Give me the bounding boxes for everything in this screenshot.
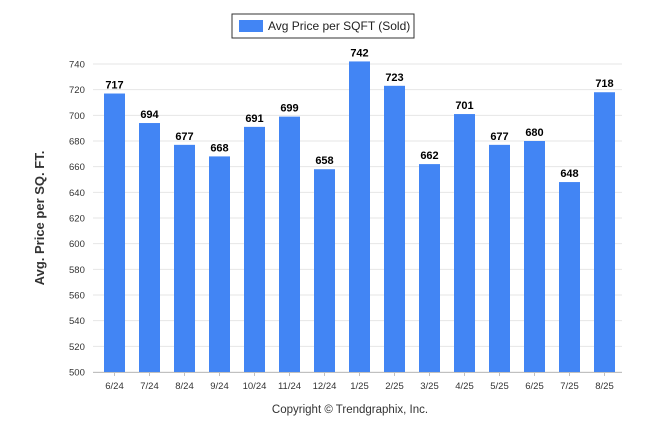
y-tick-label: 740 — [69, 60, 85, 71]
y-tick-label: 540 — [69, 316, 85, 327]
bars: 717 694 677 668 691 699 658 742 723 662 701 677 680 6… — [104, 47, 615, 373]
bar[interactable] — [314, 169, 335, 372]
y-tick-label: 580 — [69, 265, 85, 276]
y-tick-label: 620 — [69, 214, 85, 225]
legend[interactable]: Avg Price per SQFT (Sold) — [231, 13, 415, 39]
x-tick-label: 10/24 — [243, 381, 267, 392]
copyright-text: Copyright © Trendgraphix, Inc. — [272, 404, 428, 416]
bar-value-label: 658 — [315, 155, 333, 167]
x-tick-label: 5/25 — [490, 381, 509, 392]
bar[interactable] — [559, 182, 580, 372]
y-tick-label: 560 — [69, 291, 85, 302]
x-tick-label: 6/24 — [105, 381, 124, 392]
y-tick-label: 720 — [69, 85, 85, 96]
x-tick-label: 11/24 — [278, 381, 301, 392]
bar[interactable] — [419, 164, 440, 372]
x-tick-label: 9/24 — [210, 381, 229, 392]
bar-value-label: 742 — [350, 47, 368, 59]
bar-value-label: 680 — [525, 127, 543, 139]
bar-value-label: 648 — [560, 168, 578, 180]
bar[interactable] — [174, 144, 195, 372]
bar[interactable] — [244, 126, 265, 372]
y-axis-title: Avg. Price per SQ. FT. — [32, 151, 47, 286]
x-tick-label: 7/25 — [560, 381, 579, 392]
axes: 500 520 540 560 580 600 620 640 660 680 700 720 740 6… — [69, 60, 622, 392]
x-tick-label: 6/25 — [525, 381, 544, 392]
y-tick-label: 600 — [69, 239, 85, 250]
bar[interactable] — [384, 85, 405, 373]
bar-value-label: 668 — [210, 142, 228, 154]
bar[interactable] — [454, 114, 475, 373]
bar[interactable] — [349, 61, 370, 372]
x-tick-label: 2/25 — [385, 381, 404, 392]
bar-value-label: 677 — [490, 131, 508, 143]
y-tick-label: 660 — [69, 162, 85, 173]
y-tick-label: 520 — [69, 342, 85, 353]
legend-swatch — [239, 20, 263, 32]
bar-value-label: 662 — [420, 150, 438, 162]
bar[interactable] — [104, 93, 125, 373]
y-tick-label: 700 — [69, 111, 85, 122]
bar-value-label: 701 — [455, 100, 473, 112]
bar[interactable] — [489, 144, 510, 372]
x-tick-label: 4/25 — [455, 381, 474, 392]
bar[interactable] — [209, 156, 230, 372]
bar[interactable] — [524, 141, 545, 372]
bar[interactable] — [594, 92, 615, 372]
y-tick-label: 500 — [69, 368, 85, 379]
y-tick-label: 640 — [69, 188, 85, 199]
bar-value-label: 699 — [280, 103, 298, 115]
bar[interactable] — [139, 123, 160, 373]
x-tick-label: 3/25 — [420, 381, 439, 392]
bar-value-label: 718 — [595, 78, 613, 90]
legend-label: Avg Price per SQFT (Sold) — [268, 19, 410, 33]
x-tick-label: 8/24 — [175, 381, 194, 392]
x-tick-label: 1/25 — [350, 381, 369, 392]
x-tick-label: 12/24 — [313, 381, 337, 392]
bar-value-label: 717 — [105, 80, 123, 92]
x-tick-label: 8/25 — [595, 381, 614, 392]
bar-value-label: 723 — [385, 72, 403, 84]
bar-value-label: 691 — [245, 113, 263, 125]
bar-value-label: 694 — [140, 109, 159, 121]
bar-value-label: 677 — [175, 131, 193, 143]
bar[interactable] — [279, 116, 300, 372]
x-tick-label: 7/24 — [140, 381, 159, 392]
y-tick-label: 680 — [69, 137, 85, 148]
